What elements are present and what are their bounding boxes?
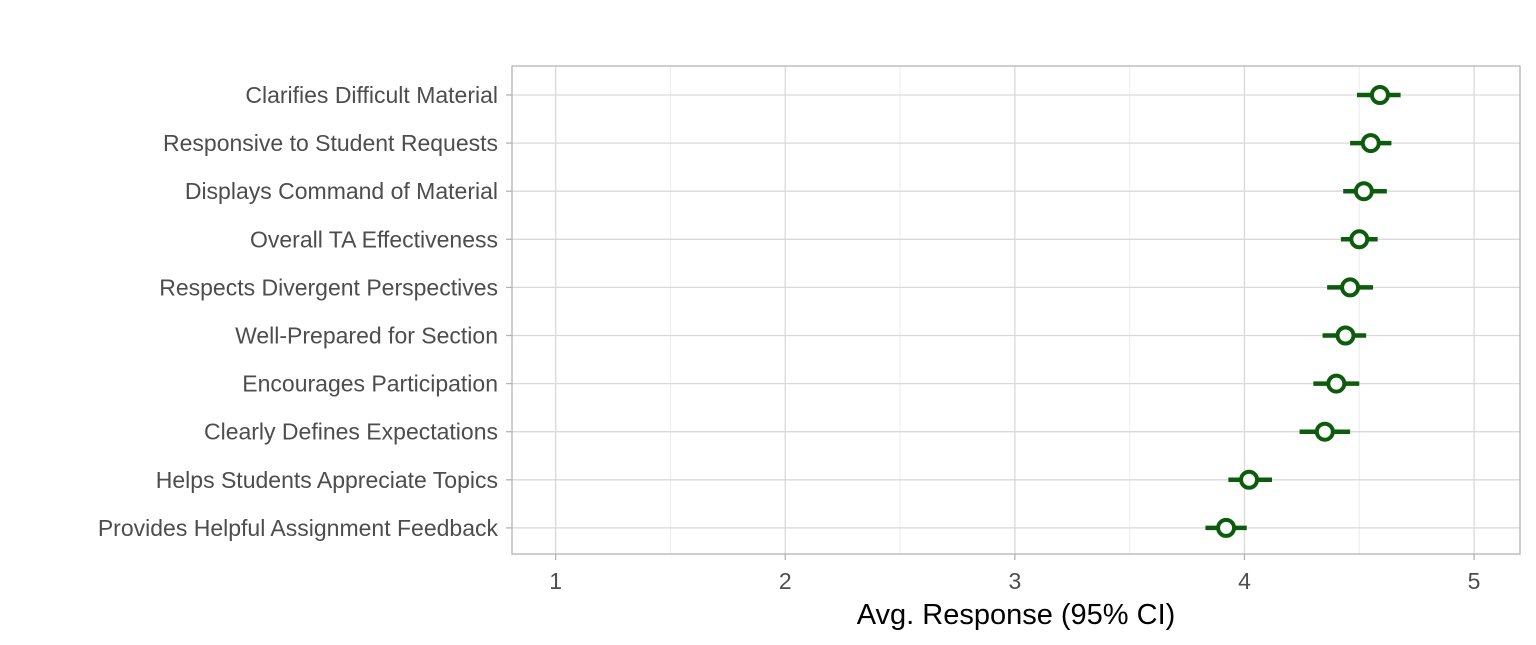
y-tick-label: Responsive to Student Requests <box>163 130 498 156</box>
y-tick-label: Well-Prepared for Section <box>235 323 498 349</box>
y-tick-label: Clearly Defines Expectations <box>204 419 498 445</box>
mean-point <box>1340 277 1361 298</box>
x-tick-label: 2 <box>779 568 792 594</box>
mean-point <box>1349 229 1370 250</box>
x-tick-label: 1 <box>549 568 562 594</box>
mean-point <box>1216 517 1237 538</box>
mean-point <box>1239 469 1260 490</box>
x-axis-ticks: 1 2 3 4 5 <box>549 554 1480 594</box>
mean-point <box>1326 373 1347 394</box>
y-tick-label: Helps Students Appreciate Topics <box>156 467 498 493</box>
y-tick-label: Clarifies Difficult Material <box>245 82 498 108</box>
y-tick-label: Provides Helpful Assignment Feedback <box>98 515 499 541</box>
mean-point <box>1353 181 1374 202</box>
data-marks <box>1205 85 1401 538</box>
x-axis-title: Avg. Response (95% CI) <box>857 599 1176 631</box>
x-tick-label: 3 <box>1008 568 1021 594</box>
y-tick-label: Encourages Participation <box>242 371 498 397</box>
mean-point <box>1369 85 1390 105</box>
x-tick-label: 5 <box>1468 568 1481 594</box>
y-axis-ticks: Clarifies Difficult Material Responsive t… <box>98 82 512 541</box>
mean-point <box>1360 133 1381 154</box>
mean-point <box>1314 421 1335 442</box>
x-tick-label: 4 <box>1238 568 1251 594</box>
panel-layer <box>511 65 1521 555</box>
y-tick-label: Respects Divergent Perspectives <box>159 274 498 300</box>
panel-border <box>511 65 1521 555</box>
mean-point <box>1335 325 1356 346</box>
y-tick-label: Displays Command of Material <box>185 178 498 204</box>
y-tick-label: Overall TA Effectiveness <box>250 226 498 252</box>
